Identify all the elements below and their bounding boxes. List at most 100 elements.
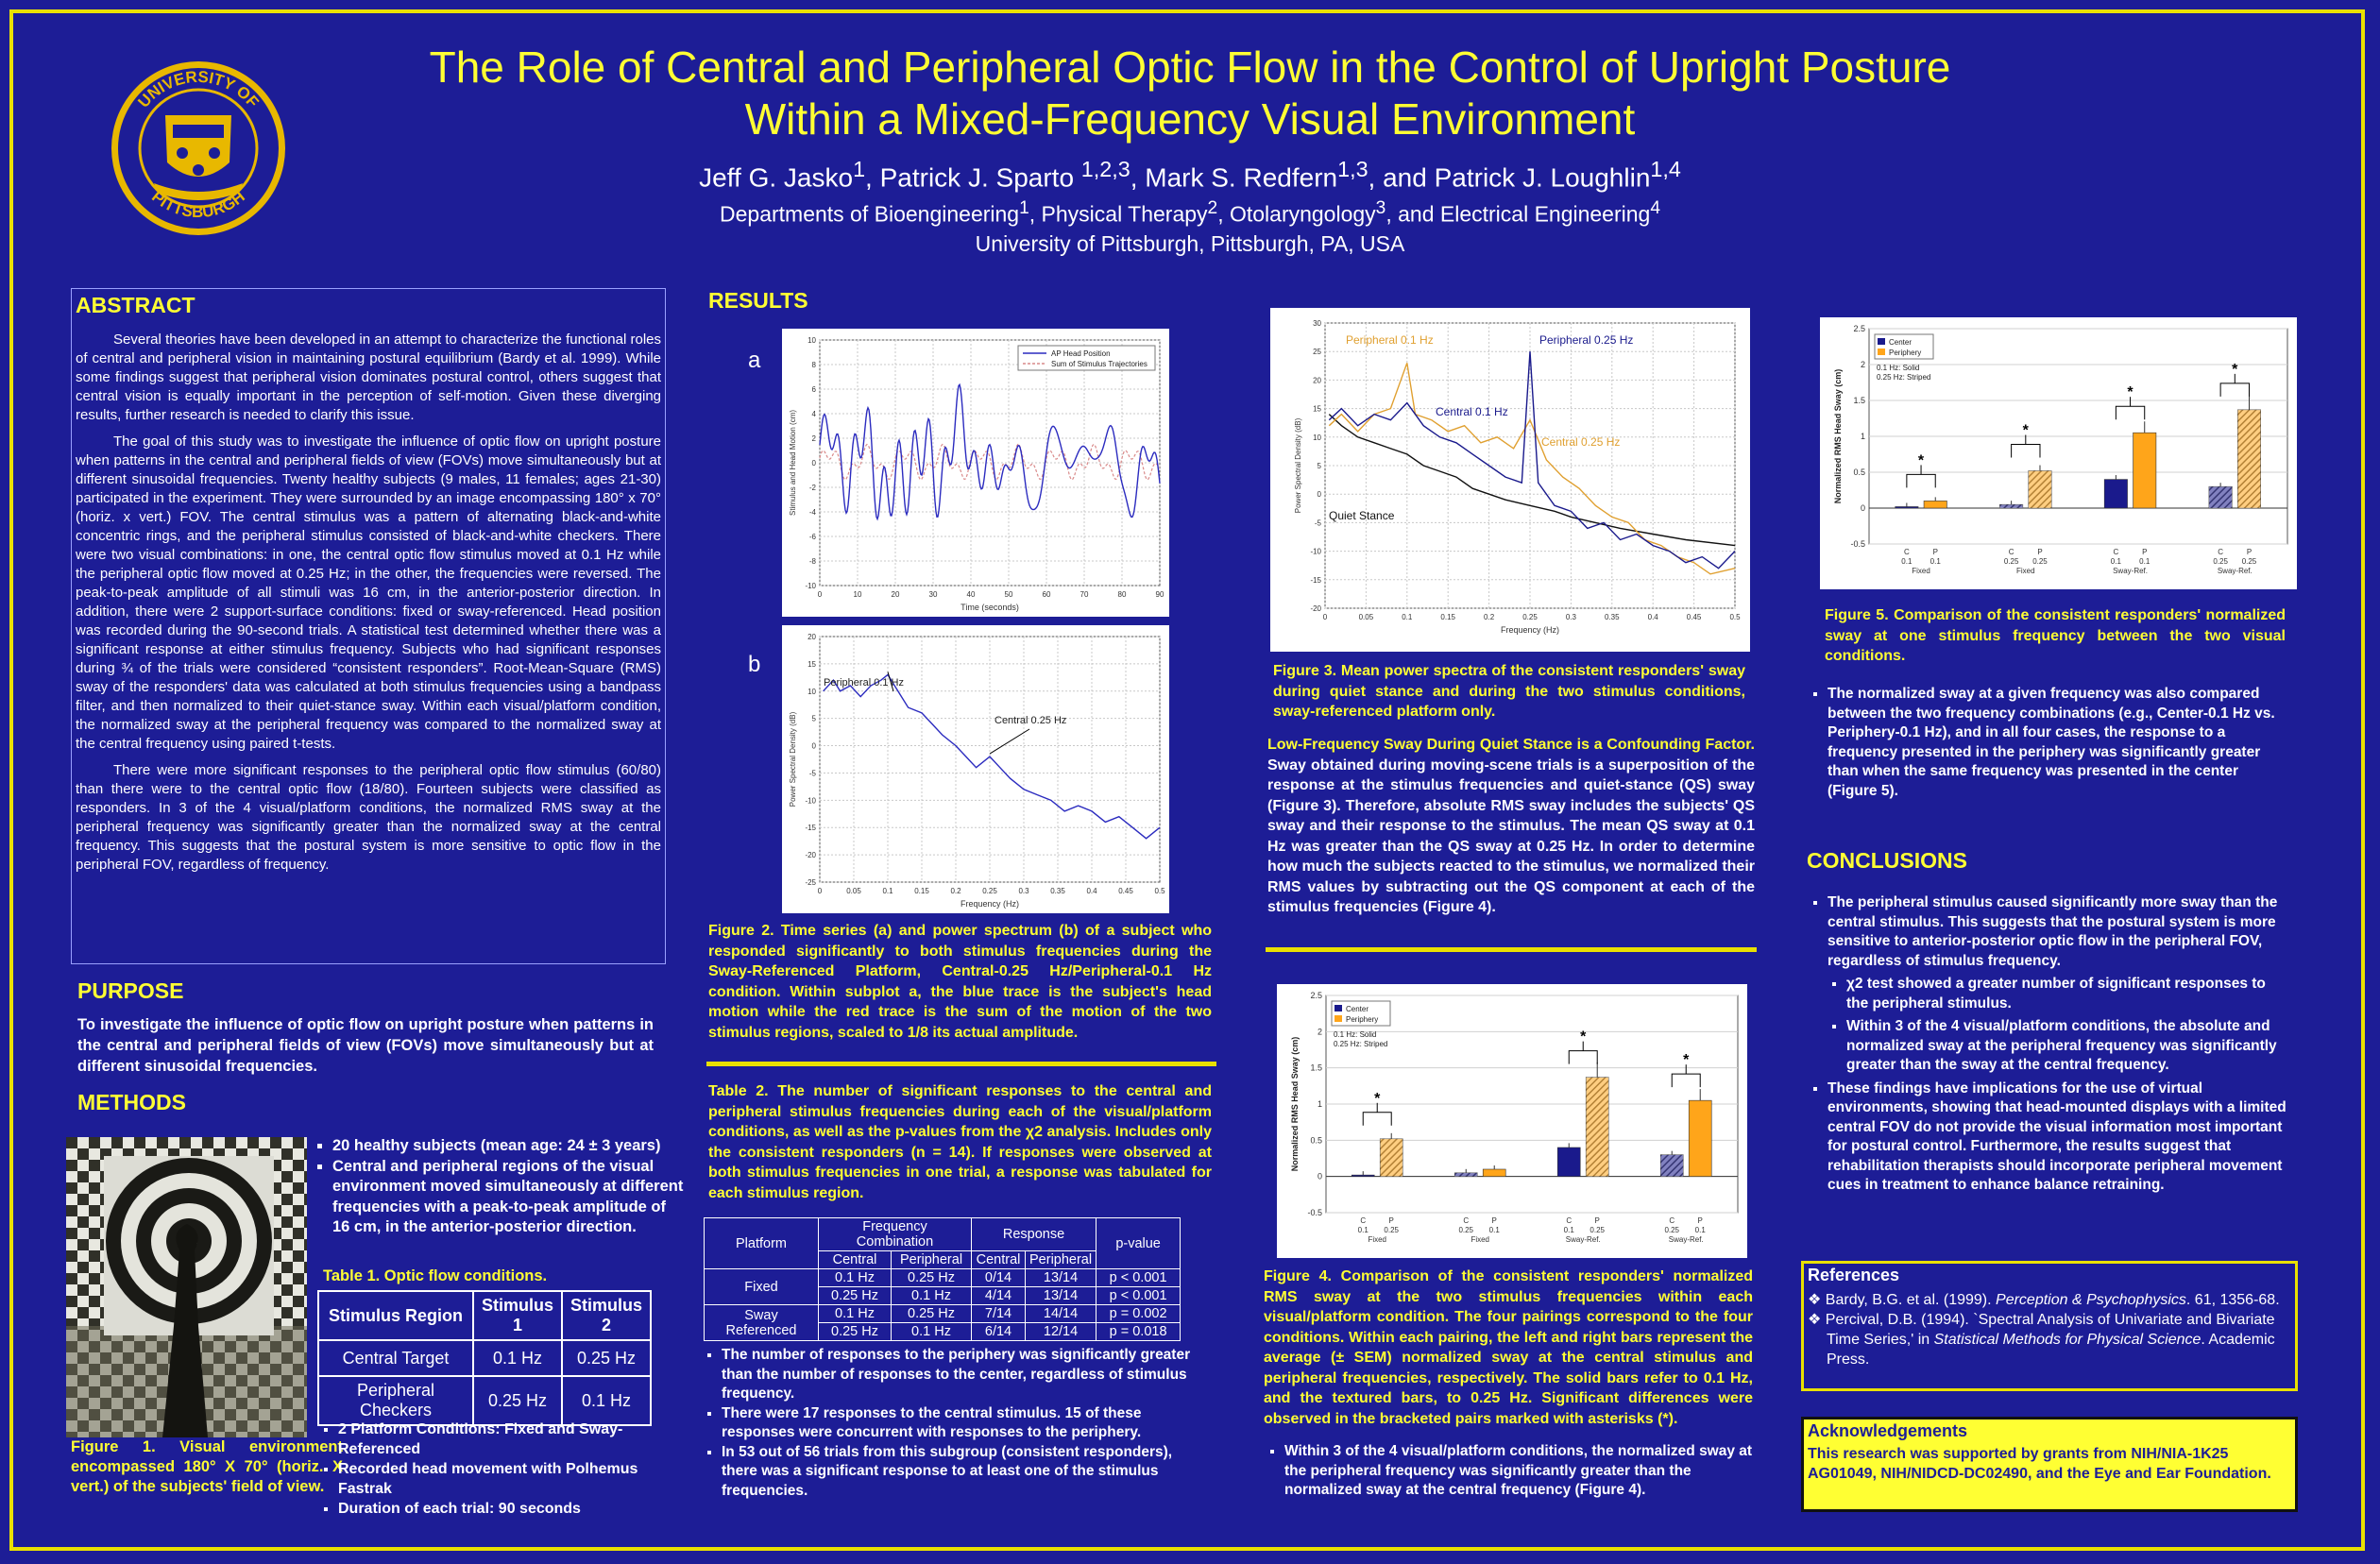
- significance-asterisk: *: [2127, 384, 2134, 400]
- y-tick-label: 1: [1318, 1099, 1322, 1109]
- figure2b-plot: 20 15 10 5 0 -5 -10 -15 -20 -25 0 0.05 0.1 0.15 0.2 0.2…: [782, 625, 1169, 913]
- y-tick-label: -6: [809, 533, 817, 541]
- y-tick-label: 2: [812, 434, 817, 443]
- reference-item: ❖ Bardy, B.G. et al. (1999). Perception …: [1808, 1292, 2280, 1308]
- x-tick-label: 0.25: [1522, 613, 1538, 621]
- bar-texture: [1380, 1138, 1403, 1177]
- significance-bracket: [1906, 473, 1936, 488]
- bar-texture: [2028, 470, 2052, 508]
- y-tick-label: 20: [808, 633, 816, 641]
- table2-cell: 0/14: [971, 1268, 1026, 1287]
- institution: University of Pittsburgh, Pittsburgh, PA…: [975, 231, 1405, 256]
- group-label: Sway-Ref.: [2218, 567, 2252, 575]
- freq-label: 0.1: [1489, 1226, 1501, 1234]
- acknowledgements-heading: Acknowledgements: [1808, 1421, 1968, 1440]
- x-tick-label: 0.4: [1648, 613, 1659, 621]
- y-tick-label: 10: [808, 688, 816, 696]
- table1-cell: 0.25 Hz: [472, 1375, 563, 1426]
- y-tick-label: -5: [809, 769, 817, 777]
- table1-caption: Table 1. Optic flow conditions.: [323, 1267, 548, 1284]
- figure3-plot: 30 25 20 15 10 5 0 -5 -10 -15 -20 0 0.05 0.1 0.15 0.2 0.…: [1270, 308, 1750, 652]
- central025-trace: [1328, 363, 1736, 575]
- table2-header: Frequency Combination: [818, 1217, 972, 1251]
- table2-cell: 0.25 Hz: [818, 1322, 892, 1341]
- y-tick-label: -8: [809, 557, 817, 566]
- author-affiliation: 1,3: [1337, 157, 1368, 181]
- significance-bracket: [1362, 1112, 1392, 1126]
- y-tick-label: 0: [1318, 1172, 1322, 1182]
- y-tick-label: -25: [805, 878, 816, 887]
- y-tick-label: 20: [1313, 376, 1321, 384]
- dept-number: 4: [1650, 198, 1660, 218]
- legend-note: 0.1 Hz: Solid: [1334, 1030, 1376, 1039]
- freq-label: 0.1: [1901, 557, 1912, 566]
- table2-header: Central: [971, 1250, 1026, 1269]
- y-tick-label: 2: [1318, 1027, 1322, 1036]
- y-axis-label: Power Spectral Density (dB): [789, 711, 797, 807]
- methods-heading: METHODS: [77, 1090, 186, 1114]
- x-tick-label: 70: [1080, 590, 1089, 599]
- y-axis-label: Stimulus and Head Motion (cm): [789, 410, 797, 516]
- conclusion-bullet: The peripheral stimulus caused significa…: [1828, 893, 2291, 971]
- fig2a-label: a: [748, 348, 761, 373]
- freq-label: 0.25: [1458, 1226, 1473, 1234]
- divider: [1266, 947, 1757, 952]
- table2-cell: Fixed: [704, 1268, 819, 1305]
- y-tick-label: 10: [1313, 434, 1321, 442]
- x-tick-label: 90: [1156, 590, 1164, 599]
- y-tick-label: -15: [805, 824, 816, 832]
- author-affiliation: 1,4: [1650, 157, 1681, 181]
- table2-cell: p = 0.018: [1096, 1322, 1182, 1341]
- x-tick-label: 80: [1118, 590, 1127, 599]
- table2-cell: p < 0.001: [1096, 1268, 1182, 1287]
- y-tick-label: 2.5: [1310, 991, 1322, 1000]
- department: and Electrical Engineering: [1398, 201, 1651, 227]
- table2-cell: p < 0.001: [1096, 1286, 1182, 1305]
- author: and Patrick J. Loughlin: [1383, 162, 1651, 193]
- y-tick-label: 10: [808, 336, 816, 345]
- figure5-caption: Figure 5. Comparison of the consistent r…: [1825, 607, 2286, 664]
- x-tick-label: 0.45: [1687, 613, 1702, 621]
- table2-cell: 0.25 Hz: [818, 1286, 892, 1305]
- legend-swatch-center: [1878, 338, 1885, 345]
- freq-label: 0.1: [1358, 1226, 1369, 1234]
- significance-asterisk: *: [1683, 1052, 1690, 1068]
- purpose-heading: PURPOSE: [77, 978, 184, 1003]
- methods-bullet: 20 healthy subjects (mean age: 24 ± 3 ye…: [332, 1136, 686, 1157]
- y-tick-label: 15: [1313, 405, 1321, 414]
- results-bullet: There were 17 responses to the central s…: [722, 1404, 1211, 1443]
- significance-bracket: [1568, 1050, 1598, 1064]
- table2-header: Peripheral: [1024, 1250, 1097, 1269]
- fig2b-label: b: [748, 652, 761, 677]
- figure1-photo: [66, 1137, 307, 1437]
- abstract-paragraph: There were more significant responses to…: [76, 762, 661, 873]
- freq-label: 0.25: [2004, 557, 2019, 566]
- x-tick-label: 0: [818, 590, 823, 599]
- figure4-caption: Figure 4. Comparison of the consistent r…: [1264, 1268, 1753, 1427]
- x-axis-label: Frequency (Hz): [960, 899, 1019, 909]
- legend-label: Center: [1889, 338, 1912, 347]
- legend-note: 0.1 Hz: Solid: [1877, 364, 1919, 372]
- bar-texture: [2237, 409, 2261, 508]
- label-central-025: Central 0.25 Hz: [1541, 435, 1620, 449]
- x-tick-label: 0.1: [882, 887, 893, 895]
- bar-texture: [1586, 1077, 1609, 1177]
- table2-cell: p = 0.002: [1096, 1304, 1182, 1323]
- figure2a-plot: 10 8 6 4 2 0 -2 -4 -6 -8 -10 0 10 20 30 40 50 60 70 80 90 Tim…: [782, 329, 1169, 617]
- bar-label: P: [1492, 1216, 1497, 1225]
- y-tick-label: 1.5: [1853, 396, 1865, 405]
- label-quiet-stance: Quiet Stance: [1329, 509, 1395, 522]
- y-tick-label: 0: [1318, 490, 1322, 499]
- department-list: Departments of Bioengineering1, Physical…: [720, 198, 1660, 227]
- bar-label: C: [2009, 548, 2014, 556]
- author: Patrick J. Sparto: [879, 162, 1081, 193]
- x-tick-label: 0.5: [1154, 887, 1165, 895]
- freq-label: 0.25: [1664, 1226, 1679, 1234]
- group-label: Sway-Ref.: [1669, 1235, 1704, 1244]
- freq-label: 0.25: [2242, 557, 2257, 566]
- legend-box: [1017, 345, 1156, 371]
- significance-asterisk: *: [2023, 422, 2030, 438]
- ref-text: . 61, 1356-68.: [2185, 1292, 2280, 1308]
- bar-label: P: [2142, 548, 2147, 556]
- y-tick-label: -15: [1310, 576, 1321, 585]
